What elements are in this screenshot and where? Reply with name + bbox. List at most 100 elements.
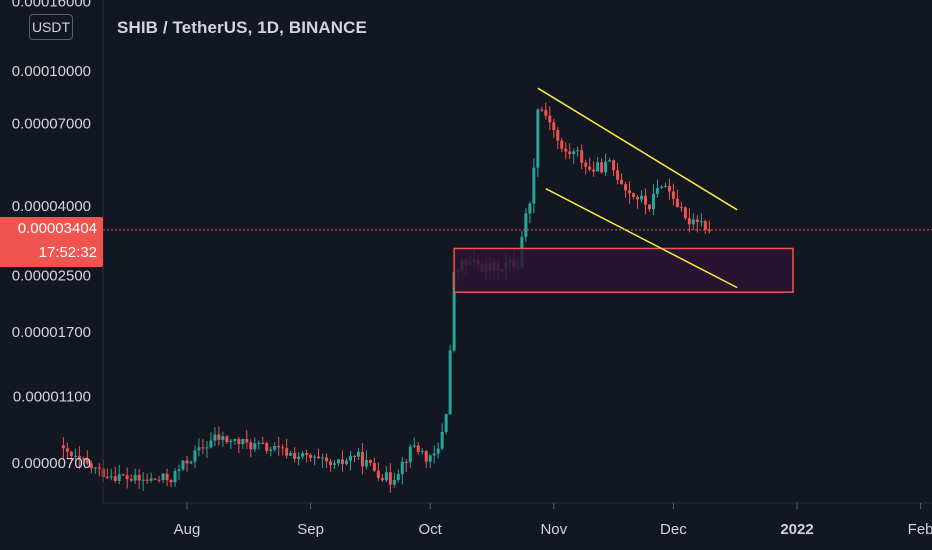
x-tick-label: Nov	[540, 521, 567, 538]
candle-body	[229, 440, 233, 443]
candle-body	[428, 455, 432, 462]
x-tick-label: Aug	[174, 521, 201, 538]
candle-body	[384, 472, 388, 481]
candle-body	[667, 185, 671, 192]
currency-badge[interactable]: USDT	[29, 14, 73, 40]
candle-body	[388, 472, 392, 485]
candle-body	[416, 445, 420, 452]
candle-body	[265, 443, 269, 451]
candle-body	[364, 459, 368, 467]
candle-body	[556, 130, 560, 141]
candle-body	[89, 463, 93, 469]
candle-body	[141, 479, 145, 481]
y-tick-label: 0.00001100	[13, 388, 91, 405]
candle-body	[253, 443, 257, 450]
candle-body	[659, 186, 663, 189]
candle-body	[297, 456, 301, 459]
candle-body	[691, 219, 695, 225]
candle-body	[448, 350, 452, 415]
candle-body	[408, 446, 412, 463]
candle-body	[221, 436, 225, 440]
candle-body	[584, 162, 588, 167]
symbol-title: SHIB / TetherUS, 1D, BINANCE	[117, 18, 367, 37]
candle-body	[193, 450, 197, 462]
candle-body	[552, 122, 556, 131]
x-tick-label: 2022	[780, 521, 813, 538]
candle-body	[412, 445, 416, 447]
candle-body	[532, 167, 536, 204]
y-tick-label: 0.00010000	[12, 63, 91, 80]
candle-body	[600, 162, 604, 173]
x-tick-label: Feb	[908, 521, 932, 538]
candle-body	[97, 467, 101, 469]
candle-body	[133, 474, 137, 481]
candle-body	[548, 115, 552, 123]
candle-body	[647, 204, 651, 210]
candle-body	[217, 434, 221, 440]
candle-body	[181, 460, 185, 470]
drawings-layer[interactable]	[453, 87, 794, 293]
candle-body	[109, 476, 113, 478]
candle-body	[683, 207, 687, 219]
candle-body	[616, 170, 620, 180]
candle-body	[632, 193, 636, 197]
candle-body	[675, 198, 679, 208]
candle-body	[376, 470, 380, 479]
candle-body	[588, 166, 592, 170]
candle-body	[325, 457, 329, 462]
candle-body	[420, 451, 424, 453]
candle-body	[392, 479, 396, 485]
candle-body	[197, 447, 201, 451]
candle-body	[261, 442, 265, 444]
candle-body	[348, 455, 352, 461]
candle-body	[73, 455, 77, 457]
candle-body	[177, 469, 181, 472]
candle-body	[77, 455, 81, 459]
channel-trendline	[537, 87, 738, 211]
last-price-tag: 0.00003404 17:52:32	[0, 217, 103, 267]
candle-body	[313, 456, 317, 458]
candle-body	[137, 474, 141, 481]
candle-body	[161, 473, 165, 480]
candle-body	[113, 476, 117, 481]
candle-body	[81, 458, 85, 460]
candle-body	[289, 452, 293, 456]
candle-body	[568, 151, 572, 155]
candle-body	[189, 461, 193, 464]
bar-countdown: 17:52:32	[38, 244, 97, 261]
candle-body	[452, 271, 456, 351]
candle-body	[129, 479, 133, 481]
candle-body	[636, 196, 640, 200]
y-tick-label: 0.00001700	[12, 324, 91, 341]
support-zone-rectangle	[453, 247, 794, 293]
candle-body	[576, 150, 580, 152]
candle-body	[237, 439, 241, 445]
candle-body	[695, 219, 699, 223]
candle-body	[301, 453, 305, 457]
candle-body	[699, 221, 703, 223]
candle-body	[624, 184, 628, 191]
candle-body	[305, 453, 309, 456]
y-tick-label: 0.00000700	[12, 455, 91, 472]
candle-body	[309, 455, 313, 458]
candle-body	[608, 160, 612, 162]
candle-body	[360, 451, 364, 467]
candle-body	[340, 459, 344, 465]
candle-body	[368, 459, 372, 463]
candle-body	[293, 452, 297, 459]
candle-body	[671, 191, 675, 199]
candle-body	[321, 457, 325, 459]
price-axis[interactable]: 0.00016000 0.00010000 0.00007000 0.00004000…	[12, 0, 91, 472]
candle-body	[125, 475, 129, 480]
time-axis[interactable]: Aug Sep Oct Nov Dec 2022 Feb	[174, 503, 932, 538]
candle-body	[572, 151, 576, 155]
candle-body	[333, 463, 337, 465]
candle-body	[643, 195, 647, 205]
candle-body	[153, 478, 157, 480]
candle-body	[436, 448, 440, 454]
candle-body	[121, 474, 125, 476]
candle-body	[337, 459, 341, 464]
candle-body	[679, 207, 683, 209]
candle-body	[524, 213, 528, 237]
